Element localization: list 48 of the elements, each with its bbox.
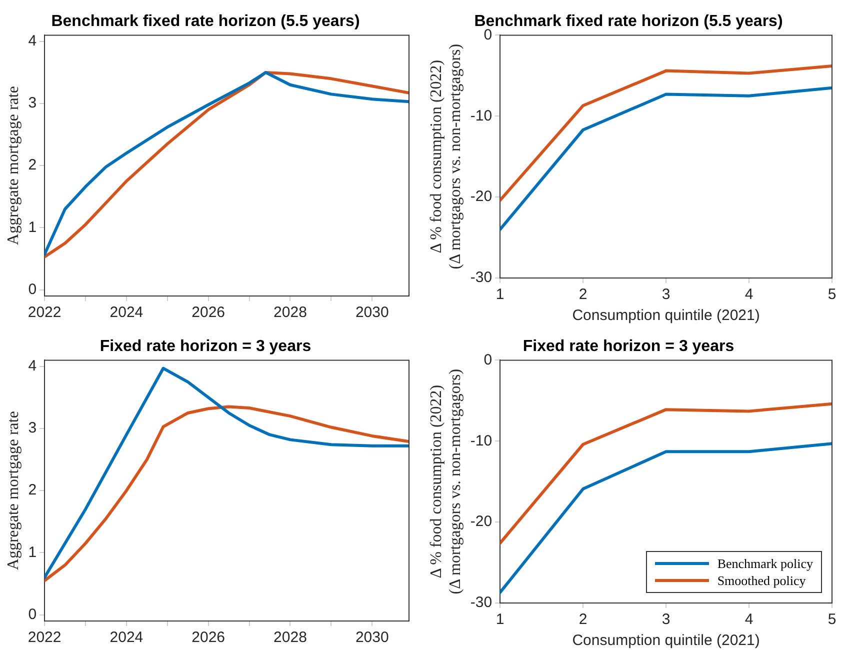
x-tick-label: 2028 (274, 629, 307, 646)
x-axis-title: Consumption quintile (2021) (572, 307, 760, 324)
x-tick-label: 2022 (28, 629, 62, 646)
y-tick-label: -10 (470, 107, 492, 124)
x-tick-label: 2 (578, 286, 588, 304)
y-tick-label: 3 (28, 94, 37, 112)
y-tick-label: 1 (28, 544, 37, 561)
x-tick-label: 2028 (274, 304, 307, 322)
x-tick-label: 1 (496, 611, 504, 628)
y-tick-label: 2 (28, 156, 37, 174)
y-tick-label: 4 (28, 32, 37, 50)
y-tick-label: -30 (470, 594, 492, 612)
chart-title: Fixed rate horizon = 3 years (522, 338, 734, 356)
x-tick-label: 5 (828, 611, 836, 628)
y-tick-label: -20 (470, 188, 492, 206)
x-tick-label: 4 (744, 286, 754, 304)
chart-title: Benchmark fixed rate horizon (5.5 years) (51, 13, 360, 30)
y-tick-label: -30 (470, 269, 492, 286)
y-tick-label: 0 (28, 280, 37, 298)
y-tick-label: -10 (470, 432, 492, 450)
x-tick-label: 3 (662, 286, 670, 304)
x-tick-label: 1 (496, 286, 504, 304)
x-axis-title: Consumption quintile (2021) (572, 632, 760, 650)
legend-label: Smoothed policy (717, 572, 806, 589)
y-tick-label: 2 (28, 482, 37, 499)
y-tick-label: 4 (28, 358, 37, 375)
y-tick-label: 1 (28, 218, 37, 236)
chart-title: Fixed rate horizon = 3 years (100, 338, 312, 356)
x-tick-label: 2 (578, 611, 588, 628)
x-tick-label: 4 (744, 611, 754, 628)
x-tick-label: 3 (662, 611, 670, 628)
y-tick-label: -20 (470, 513, 492, 530)
x-tick-label: 2026 (192, 629, 226, 646)
x-tick-label: 2024 (110, 304, 144, 322)
y-axis-title: Δ % food consumption (2022) (Δ mortgagors vs. non-mortgagors) (428, 44, 464, 270)
y-tick-label: 0 (28, 606, 37, 623)
y-axis-title: Aggregate mortgage rate (4, 86, 22, 246)
y-tick-label: 0 (484, 351, 492, 368)
x-tick-label: 2022 (28, 304, 62, 322)
x-tick-label: 2030 (355, 629, 389, 646)
y-axis-title: Aggregate mortgage rate (4, 411, 22, 570)
x-tick-label: 2024 (110, 629, 144, 646)
y-tick-label: 3 (28, 420, 37, 437)
x-tick-label: 2026 (192, 304, 226, 322)
x-tick-label: 5 (828, 286, 836, 304)
legend-label: Benchmark policy (717, 555, 813, 572)
x-tick-label: 2030 (355, 304, 389, 322)
y-axis-title: Δ % food consumption (2022) (Δ mortgagors vs. non-mortgagors) (428, 368, 464, 594)
